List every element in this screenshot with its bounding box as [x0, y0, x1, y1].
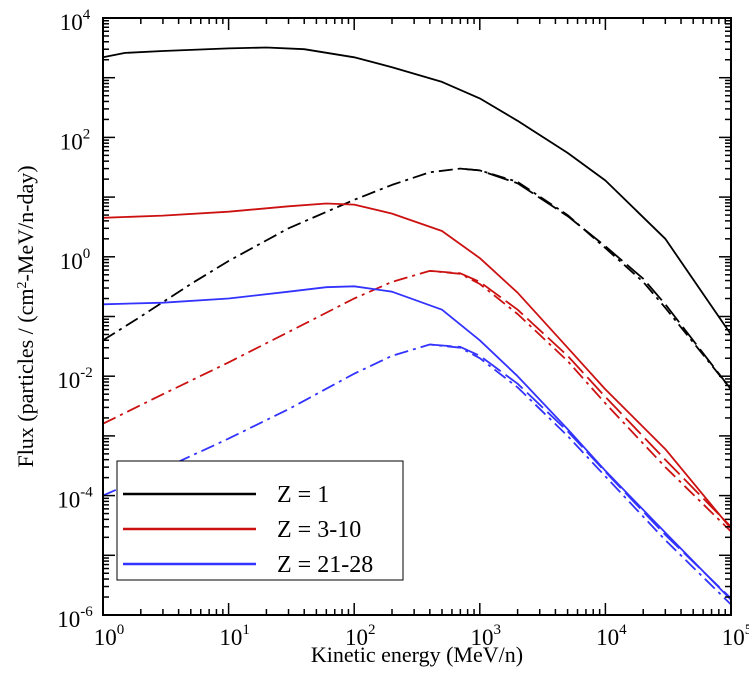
- series-line-8-dashed: [429, 343, 732, 600]
- tick-labels-layer: 100 101 102 103 104 105 10-6 10-4 10-2 100 102 104: [57, 7, 749, 650]
- series-line-5-dashed: [429, 270, 732, 528]
- legend-entries: Z = 1 Z = 3-10 Z = 21-28: [123, 482, 373, 578]
- y-tick-label: 104: [60, 7, 91, 35]
- series-line-7-dashdot: [102, 343, 732, 606]
- x-tick-label: 105: [722, 622, 749, 650]
- legend-label-1: Z = 3-10: [277, 517, 361, 543]
- x-tick-label: 101: [219, 622, 250, 650]
- series-layer: [102, 46, 732, 606]
- x-tick-label: 102: [345, 622, 376, 650]
- series-line-3-solid: [102, 202, 732, 530]
- legend-label-2: Z = 21-28: [277, 552, 373, 578]
- legend: Z = 1 Z = 3-10 Z = 21-28: [116, 460, 404, 581]
- ticks-layer: [102, 17, 732, 616]
- legend-box: [116, 460, 404, 581]
- y-tick-label: 10-4: [57, 485, 93, 513]
- y-tick-label: 102: [60, 126, 91, 154]
- y-axis-title-part-1: Flux (particles / (cm: [13, 289, 38, 468]
- series-line-2-dashed: [460, 167, 732, 390]
- y-axis-title-part-2: -MeV/n-day): [13, 165, 38, 281]
- series-line-0-solid: [102, 46, 732, 336]
- y-tick-label: 10-6: [57, 604, 93, 632]
- legend-label-0: Z = 1: [277, 482, 329, 508]
- y-axis-title-superscript: 2: [15, 282, 30, 289]
- series-line-1-dashdot: [102, 167, 732, 390]
- x-axis-title: Kinetic energy (MeV/n): [311, 642, 523, 667]
- y-tick-label: 100: [60, 246, 91, 274]
- x-tick-label: 104: [596, 622, 627, 650]
- x-tick-label: 100: [94, 622, 125, 650]
- series-line-4-dashdot: [102, 270, 732, 533]
- y-axis-title: Flux (particles / (cm2-MeV/n-day): [13, 165, 38, 467]
- x-tick-label: 103: [471, 622, 502, 650]
- y-tick-label: 10-2: [57, 365, 93, 393]
